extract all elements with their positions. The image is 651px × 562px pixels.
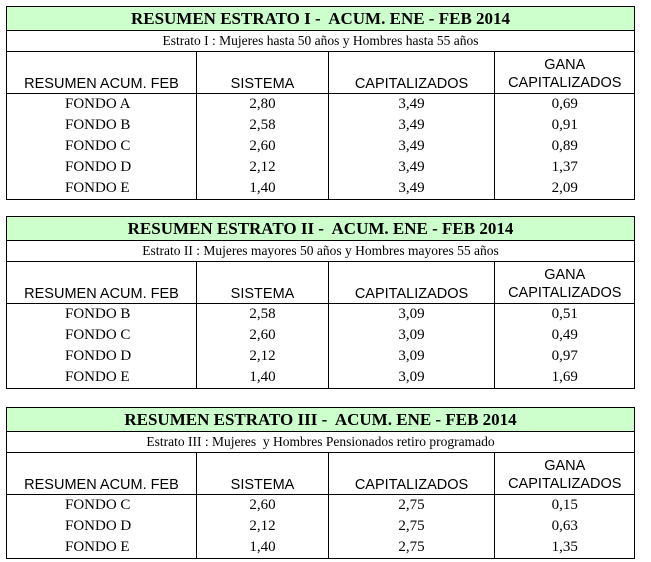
header-gana-line1: GANA <box>544 267 586 283</box>
header-gana-capitalizados: GANA CAPITALIZADOS <box>494 453 635 495</box>
capitalizados-value: 3,49 <box>328 115 495 136</box>
gana-value: 0,69 <box>494 93 635 115</box>
capitalizados-value: 2,75 <box>328 494 495 516</box>
gana-value: 0,97 <box>494 346 635 367</box>
table-row: FONDO E 1,40 3,49 2,09 <box>6 178 635 199</box>
table-row: FONDO B 2,58 3,09 0,51 <box>6 303 635 325</box>
fund-name: FONDO E <box>6 178 197 199</box>
header-gana-capitalizados: GANA CAPITALIZADOS <box>494 262 635 304</box>
capitalizados-value: 3,09 <box>328 325 495 346</box>
sistema-value: 2,58 <box>196 115 329 136</box>
header-gana-capitalizados: GANA CAPITALIZADOS <box>494 52 635 94</box>
fund-name: FONDO C <box>6 494 197 516</box>
fund-name: FONDO D <box>6 157 197 178</box>
fund-name: FONDO A <box>6 93 197 115</box>
header-gana-line2: CAPITALIZADOS <box>508 285 622 301</box>
header-gana-line1: GANA <box>544 458 586 474</box>
capitalizados-value: 3,09 <box>328 346 495 367</box>
gana-value: 0,91 <box>494 115 635 136</box>
gana-value: 1,35 <box>494 537 635 558</box>
section-title: RESUMEN ESTRATO III - ACUM. ENE - FEB 20… <box>6 407 634 432</box>
capitalizados-value: 2,75 <box>328 537 495 558</box>
header-gana-line2: CAPITALIZADOS <box>508 75 622 91</box>
estrato-2-section: RESUMEN ESTRATO II - ACUM. ENE - FEB 201… <box>6 216 635 389</box>
header-resumen: RESUMEN ACUM. FEB <box>6 52 197 94</box>
sistema-value: 2,60 <box>196 494 329 516</box>
summary-table: RESUMEN ACUM. FEB SISTEMA CAPITALIZADOS … <box>6 453 635 558</box>
gana-value: 2,09 <box>494 178 635 199</box>
table-row: FONDO D 2,12 3,09 0,97 <box>6 346 635 367</box>
estrato-1-section: RESUMEN ESTRATO I - ACUM. ENE - FEB 2014… <box>6 6 635 200</box>
section-subtitle: Estrato II : Mujeres mayores 50 años y H… <box>6 241 634 262</box>
table-row: FONDO C 2,60 3,49 0,89 <box>6 136 635 157</box>
table-row: FONDO E 1,40 3,09 1,69 <box>6 367 635 388</box>
gana-value: 1,37 <box>494 157 635 178</box>
table-header-row: RESUMEN ACUM. FEB SISTEMA CAPITALIZADOS … <box>6 262 635 304</box>
fund-name: FONDO C <box>6 136 197 157</box>
sistema-value: 1,40 <box>196 178 329 199</box>
fund-name: FONDO E <box>6 367 197 388</box>
section-title: RESUMEN ESTRATO II - ACUM. ENE - FEB 201… <box>6 216 634 241</box>
gana-value: 1,69 <box>494 367 635 388</box>
header-capitalizados: CAPITALIZADOS <box>328 262 495 304</box>
table-row: FONDO C 2,60 3,09 0,49 <box>6 325 635 346</box>
table-row: FONDO D 2,12 3,49 1,37 <box>6 157 635 178</box>
summary-table: RESUMEN ACUM. FEB SISTEMA CAPITALIZADOS … <box>6 52 635 199</box>
table-row: FONDO C 2,60 2,75 0,15 <box>6 494 635 516</box>
sistema-value: 2,12 <box>196 157 329 178</box>
header-sistema: SISTEMA <box>196 262 329 304</box>
table-header-row: RESUMEN ACUM. FEB SISTEMA CAPITALIZADOS … <box>6 52 635 94</box>
gana-value: 0,51 <box>494 303 635 325</box>
gana-value: 0,15 <box>494 494 635 516</box>
table-row: FONDO B 2,58 3,49 0,91 <box>6 115 635 136</box>
section-subtitle: Estrato I : Mujeres hasta 50 años y Homb… <box>6 31 634 52</box>
capitalizados-value: 3,49 <box>328 93 495 115</box>
sistema-value: 2,80 <box>196 93 329 115</box>
header-capitalizados: CAPITALIZADOS <box>328 453 495 495</box>
summary-table: RESUMEN ACUM. FEB SISTEMA CAPITALIZADOS … <box>6 262 635 388</box>
header-capitalizados: CAPITALIZADOS <box>328 52 495 94</box>
section-title: RESUMEN ESTRATO I - ACUM. ENE - FEB 2014 <box>6 6 634 31</box>
gana-value: 0,89 <box>494 136 635 157</box>
capitalizados-value: 3,09 <box>328 303 495 325</box>
section-subtitle: Estrato III : Mujeres y Hombres Pensiona… <box>6 432 634 453</box>
fund-name: FONDO B <box>6 303 197 325</box>
table-header-row: RESUMEN ACUM. FEB SISTEMA CAPITALIZADOS … <box>6 453 635 495</box>
fund-name: FONDO D <box>6 346 197 367</box>
capitalizados-value: 2,75 <box>328 516 495 537</box>
header-resumen: RESUMEN ACUM. FEB <box>6 262 197 304</box>
capitalizados-value: 3,49 <box>328 178 495 199</box>
header-sistema: SISTEMA <box>196 52 329 94</box>
capitalizados-value: 3,49 <box>328 157 495 178</box>
sistema-value: 2,60 <box>196 325 329 346</box>
sistema-value: 2,58 <box>196 303 329 325</box>
table-row: FONDO A 2,80 3,49 0,69 <box>6 93 635 115</box>
fund-name: FONDO B <box>6 115 197 136</box>
capitalizados-value: 3,49 <box>328 136 495 157</box>
gana-value: 0,49 <box>494 325 635 346</box>
fund-name: FONDO D <box>6 516 197 537</box>
header-resumen: RESUMEN ACUM. FEB <box>6 453 197 495</box>
sistema-value: 2,12 <box>196 346 329 367</box>
sistema-value: 1,40 <box>196 537 329 558</box>
table-row: FONDO D 2,12 2,75 0,63 <box>6 516 635 537</box>
gana-value: 0,63 <box>494 516 635 537</box>
sistema-value: 2,12 <box>196 516 329 537</box>
capitalizados-value: 3,09 <box>328 367 495 388</box>
fund-name: FONDO C <box>6 325 197 346</box>
estrato-3-section: RESUMEN ESTRATO III - ACUM. ENE - FEB 20… <box>6 407 635 559</box>
sistema-value: 2,60 <box>196 136 329 157</box>
header-gana-line1: GANA <box>544 57 586 73</box>
table-row: FONDO E 1,40 2,75 1,35 <box>6 537 635 558</box>
header-gana-line2: CAPITALIZADOS <box>508 476 622 492</box>
sistema-value: 1,40 <box>196 367 329 388</box>
header-sistema: SISTEMA <box>196 453 329 495</box>
fund-name: FONDO E <box>6 537 197 558</box>
